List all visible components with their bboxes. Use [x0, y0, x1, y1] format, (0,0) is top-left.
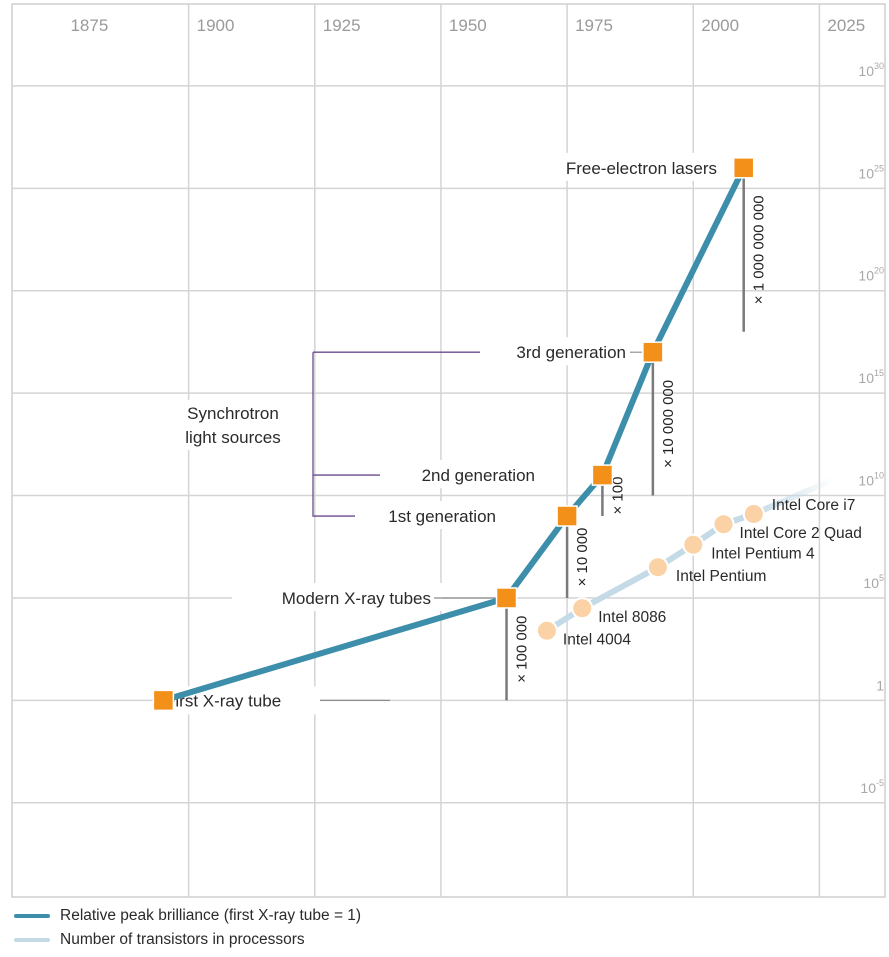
transistor-marker [573, 599, 592, 618]
x-tick-label: 2000 [701, 16, 739, 35]
processor-label: Intel Pentium 4 [711, 546, 815, 563]
label-halo [355, 501, 505, 530]
transistor-marker [684, 535, 703, 554]
factor-label: × 100 [609, 477, 626, 515]
processor-label: Intel Pentium [676, 568, 766, 585]
y-tick-label: 105 [863, 573, 884, 591]
y-tick-label: 1015 [858, 368, 884, 386]
point-label: 2nd generation [422, 466, 535, 485]
x-tick-label: 1925 [323, 16, 361, 35]
label-halo [232, 582, 442, 611]
point-label: 3rd generation [516, 343, 626, 362]
y-tick-label: 10-5 [860, 778, 884, 796]
x-tick-label: 2025 [827, 16, 865, 35]
factor-label: × 1 000 000 000 [751, 195, 768, 304]
series-line-brilliance [162, 166, 747, 704]
synchrotron-bracket [312, 351, 480, 517]
legend-item-transistors: Number of transistors in processors [14, 931, 305, 949]
label-halo [166, 400, 306, 450]
y-tick-label: 1030 [858, 61, 884, 79]
y-tick-label: 1010 [858, 471, 884, 489]
legend-swatch-brilliance [14, 914, 50, 918]
transistor-marker [744, 504, 763, 523]
processor-label: Intel Core i7 [772, 497, 856, 514]
legend-item-brilliance: Relative peak brilliance (first X-ray tu… [14, 907, 361, 925]
transistor-marker [537, 621, 556, 640]
label-halo [480, 337, 630, 366]
brilliance-chart: 1875 1900 1925 1950 1975 2000 2025 1030 1025 1020… [11, 3, 886, 898]
transistor-marker [648, 558, 667, 577]
legend-label-brilliance: Relative peak brilliance (first X-ray tu… [60, 907, 362, 924]
brilliance-marker [152, 689, 175, 712]
label-halo [155, 686, 320, 715]
x-tick-label: 1875 [70, 16, 108, 35]
y-tick-label: 1025 [858, 163, 884, 181]
label-halo [520, 152, 725, 181]
brilliance-marker [495, 587, 518, 609]
group-label: light sources [185, 428, 280, 447]
processor-label: Intel Core 2 Quad [740, 525, 862, 542]
plot-frame [11, 3, 886, 898]
label-halo [380, 460, 540, 489]
brilliance-marker [642, 341, 664, 363]
x-tick-label: 1900 [197, 16, 235, 35]
legend-swatch-transistors [14, 938, 50, 942]
factor-label: × 100 000 [514, 616, 531, 683]
legend-label-transistors: Number of transistors in processors [60, 931, 305, 948]
factor-label: × 10 000 000 [660, 380, 677, 468]
brilliance-marker [556, 505, 578, 527]
point-label: 1st generation [388, 507, 496, 526]
processor-label: Intel 8086 [598, 609, 666, 626]
group-label: Synchrotron [187, 404, 279, 423]
x-tick-label: 1975 [575, 16, 613, 35]
y-tick-label: 1 [876, 677, 884, 693]
point-label: Free-electron lasers [566, 159, 717, 178]
series-line-transistors-trend [750, 476, 838, 517]
point-label: Modern X-ray tubes [282, 589, 431, 608]
factor-label: × 10 000 [574, 528, 591, 587]
transistor-marker [714, 515, 733, 534]
brilliance-marker [732, 157, 755, 179]
point-label: First X-ray tube [165, 691, 281, 710]
brilliance-marker [591, 464, 614, 486]
processor-label: Intel 4004 [563, 632, 631, 649]
y-tick-label: 1020 [858, 266, 884, 284]
x-tick-label: 1950 [449, 16, 487, 35]
